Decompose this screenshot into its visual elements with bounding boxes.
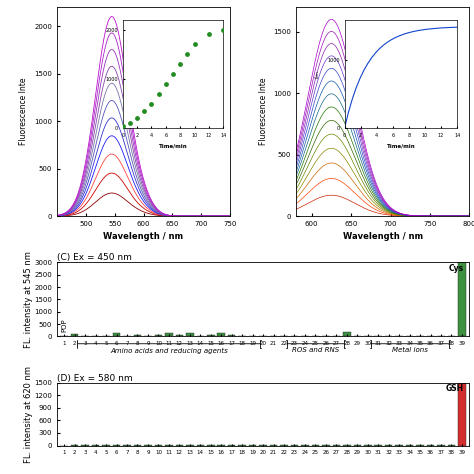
Bar xyxy=(354,336,361,337)
Bar xyxy=(134,336,141,337)
Y-axis label: FL. intensity at 545 nm: FL. intensity at 545 nm xyxy=(24,251,33,348)
Text: ROS and RNS: ROS and RNS xyxy=(292,347,339,354)
X-axis label: Wavelength / nm: Wavelength / nm xyxy=(103,232,183,241)
Bar xyxy=(113,333,120,337)
Bar xyxy=(123,336,131,337)
Y-axis label: FL. intensity at 620 nm: FL. intensity at 620 nm xyxy=(24,365,33,463)
Bar xyxy=(458,383,465,446)
Text: GSH: GSH xyxy=(446,384,464,393)
Bar xyxy=(458,263,465,337)
Y-axis label: Fluorescence Inte: Fluorescence Inte xyxy=(259,78,268,146)
Text: Metal ions: Metal ions xyxy=(392,347,428,354)
Bar xyxy=(71,334,78,337)
Bar xyxy=(197,336,204,337)
Bar xyxy=(207,336,215,337)
Bar xyxy=(343,332,351,337)
Bar xyxy=(144,336,152,337)
Bar xyxy=(228,336,236,337)
Bar xyxy=(155,336,162,337)
Y-axis label: Fluorescence Inte: Fluorescence Inte xyxy=(19,78,28,146)
Bar xyxy=(218,333,225,337)
X-axis label: Wavelength / nm: Wavelength / nm xyxy=(343,232,423,241)
Bar xyxy=(186,333,193,337)
Text: (C) Ex = 450 nm: (C) Ex = 450 nm xyxy=(57,254,132,263)
Text: POP: POP xyxy=(61,319,67,332)
Text: (D) Ex = 580 nm: (D) Ex = 580 nm xyxy=(57,374,133,383)
Bar xyxy=(165,333,173,337)
Text: Amino acids and reducing agents: Amino acids and reducing agents xyxy=(110,347,228,354)
Text: Cys: Cys xyxy=(449,264,464,273)
Bar xyxy=(175,335,183,337)
